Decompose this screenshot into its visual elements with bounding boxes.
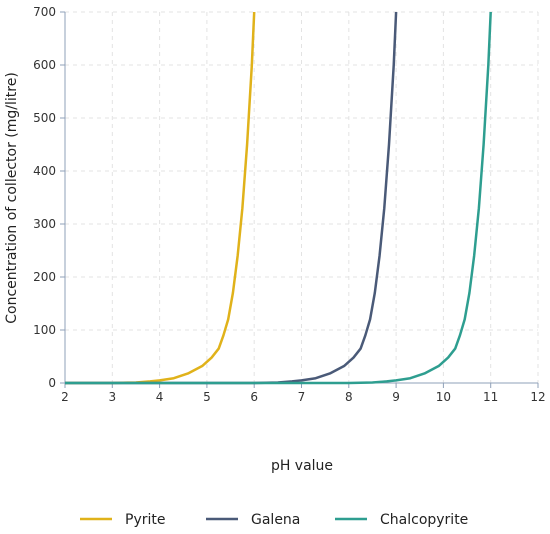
x-tick-label: 10 <box>436 390 451 404</box>
series-line-pyrite <box>65 12 256 385</box>
series <box>65 12 492 385</box>
y-axis-label: Concentration of collector (mg/litre) <box>4 72 20 324</box>
legend-label: Galena <box>251 512 300 528</box>
x-tick-label: 4 <box>156 390 164 404</box>
legend-label: Pyrite <box>125 512 165 528</box>
legend-item-pyrite: Pyrite <box>80 512 165 528</box>
x-tick-label: 12 <box>530 390 545 404</box>
y-tick-label: 600 <box>33 58 56 72</box>
y-tick-label: 100 <box>33 323 56 337</box>
legend-label: Chalcopyrite <box>380 512 468 528</box>
y-tick-label: 200 <box>33 270 56 284</box>
y-tick-label: 0 <box>48 376 56 390</box>
y-tick-label: 700 <box>33 5 56 19</box>
x-tick-label: 6 <box>250 390 258 404</box>
x-tick-label: 11 <box>483 390 498 404</box>
tick-labels: 0 100 200 300 400 500 600 700 2 3 4 5 6 7 8 9 10 11 12 <box>33 5 546 404</box>
grid <box>65 11 539 383</box>
x-tick-label: 7 <box>298 390 306 404</box>
y-tick-label: 300 <box>33 217 56 231</box>
series-line-galena <box>65 12 398 385</box>
x-tick-label: 9 <box>392 390 400 404</box>
x-tick-label: 5 <box>203 390 211 404</box>
series-line-chalcopyrite <box>65 12 492 385</box>
legend-item-galena: Galena <box>206 512 300 528</box>
x-tick-label: 2 <box>61 390 69 404</box>
legend: Pyrite Galena Chalcopyrite <box>80 512 468 528</box>
axes <box>60 11 539 388</box>
y-tick-label: 500 <box>33 111 56 125</box>
legend-item-chalcopyrite: Chalcopyrite <box>335 512 468 528</box>
x-axis-label: pH value <box>271 458 333 474</box>
x-tick-label: 8 <box>345 390 353 404</box>
x-tick-label: 3 <box>108 390 116 404</box>
y-tick-label: 400 <box>33 164 56 178</box>
